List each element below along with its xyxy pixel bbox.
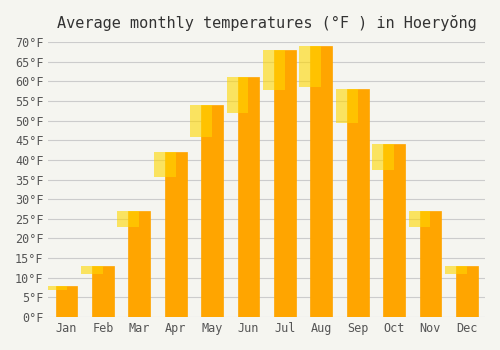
Bar — [420, 211, 442, 317]
Bar — [190, 105, 212, 136]
Bar — [238, 77, 260, 317]
Title: Average monthly temperatures (°F ) in Hoeryŏng: Average monthly temperatures (°F ) in Ho… — [57, 15, 476, 31]
Bar — [336, 89, 357, 123]
Bar — [226, 77, 248, 113]
Bar — [128, 211, 150, 317]
Bar — [274, 50, 296, 317]
Bar — [300, 46, 322, 86]
Bar — [165, 152, 186, 317]
Bar — [383, 144, 405, 317]
Bar — [56, 286, 78, 317]
Bar — [201, 105, 223, 317]
Bar — [310, 46, 332, 317]
Bar — [154, 152, 176, 177]
Bar — [445, 266, 467, 274]
Bar — [118, 211, 140, 227]
Bar — [456, 266, 477, 317]
Bar — [408, 211, 430, 227]
Bar — [372, 144, 394, 170]
Bar — [346, 89, 368, 317]
Bar — [92, 266, 114, 317]
Bar — [263, 50, 285, 90]
Bar — [81, 266, 103, 274]
Bar — [44, 286, 66, 290]
